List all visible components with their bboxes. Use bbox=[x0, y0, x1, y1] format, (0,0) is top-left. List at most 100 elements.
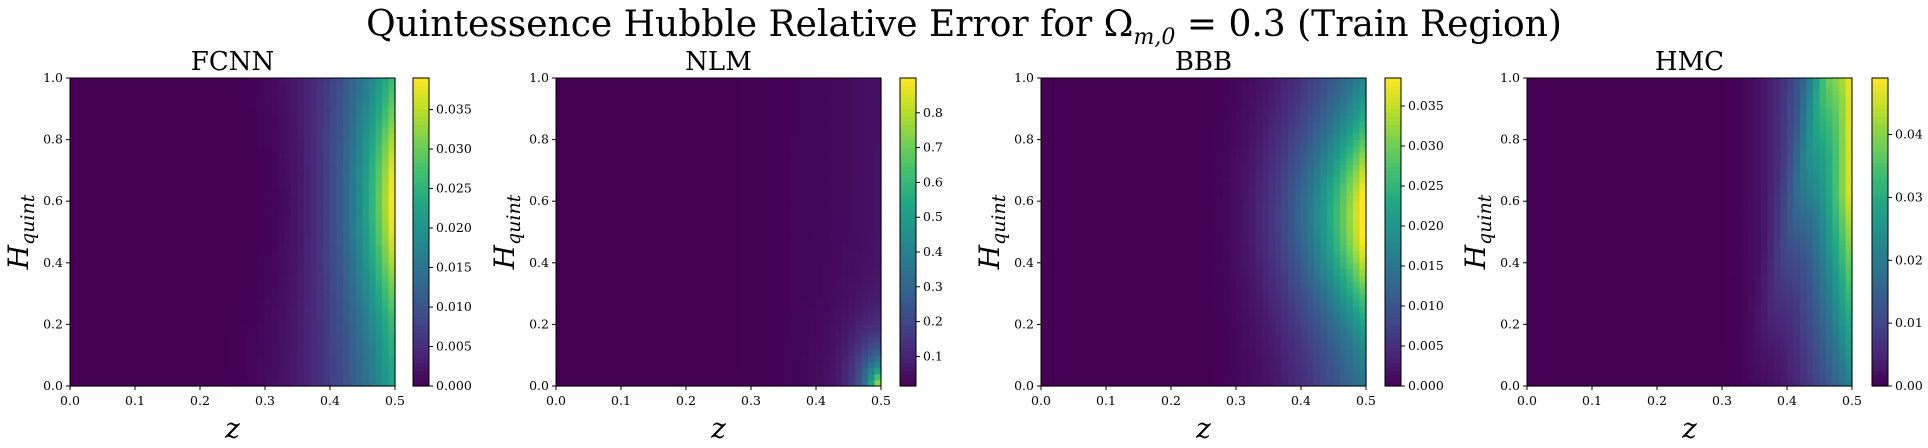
heatmap-cell bbox=[575, 349, 583, 356]
heatmap-cell bbox=[382, 238, 390, 245]
heatmap-cell bbox=[226, 195, 234, 202]
heatmap-cell bbox=[757, 84, 765, 91]
heatmap-cell bbox=[582, 225, 590, 233]
heatmap-cell bbox=[148, 151, 156, 159]
heatmap-cell bbox=[213, 232, 221, 239]
heatmap-cell bbox=[89, 244, 97, 252]
heatmap-cell bbox=[601, 78, 609, 85]
heatmap-cell bbox=[362, 287, 370, 295]
heatmap-cell bbox=[388, 188, 396, 196]
heatmap-cell bbox=[141, 102, 149, 110]
heatmap-cell bbox=[232, 158, 240, 165]
colorbar-segment bbox=[413, 205, 429, 210]
heatmap-cell bbox=[673, 96, 681, 104]
heatmap-cell bbox=[855, 127, 863, 135]
heatmap-cell bbox=[265, 182, 273, 190]
heatmap-cell bbox=[174, 121, 182, 128]
heatmap-cell bbox=[226, 102, 234, 110]
heatmap-cell bbox=[304, 336, 312, 344]
x-tick-label: 0.2 bbox=[190, 393, 210, 408]
heatmap-cell bbox=[653, 102, 661, 110]
heatmap-cell bbox=[141, 145, 149, 153]
heatmap-cell bbox=[731, 96, 739, 104]
heatmap-cell bbox=[712, 121, 720, 128]
heatmap-cell bbox=[304, 355, 312, 362]
heatmap-cell bbox=[180, 256, 188, 264]
heatmap-cell bbox=[141, 379, 149, 387]
heatmap-cell bbox=[330, 170, 338, 178]
heatmap-cell bbox=[102, 268, 110, 276]
heatmap-cell bbox=[725, 324, 733, 332]
heatmap-cell bbox=[310, 225, 318, 233]
heatmap-cell bbox=[154, 330, 162, 338]
heatmap-cell bbox=[265, 164, 273, 171]
heatmap-cell bbox=[757, 108, 765, 116]
heatmap-cell bbox=[180, 78, 188, 85]
heatmap-cell bbox=[206, 84, 214, 91]
heatmap-cell bbox=[770, 84, 778, 91]
heatmap-cell bbox=[310, 330, 318, 338]
heatmap-cell bbox=[161, 133, 169, 141]
heatmap-cell bbox=[382, 207, 390, 215]
heatmap-cell bbox=[861, 349, 869, 356]
heatmap-cell bbox=[200, 207, 208, 215]
heatmap-cell bbox=[679, 287, 687, 295]
heatmap-cell bbox=[770, 336, 778, 344]
y-tick-label: 0.2 bbox=[43, 316, 63, 331]
heatmap-cell bbox=[718, 256, 726, 264]
heatmap-cell bbox=[601, 84, 609, 91]
heatmap-cell bbox=[252, 164, 260, 171]
heatmap-cell bbox=[770, 268, 778, 276]
heatmap-cell bbox=[226, 305, 234, 313]
heatmap-cell bbox=[614, 281, 622, 289]
heatmap-cell bbox=[297, 158, 305, 165]
heatmap-cell bbox=[705, 90, 713, 98]
heatmap-cell bbox=[757, 195, 765, 202]
heatmap-cell bbox=[141, 238, 149, 245]
heatmap-cell bbox=[356, 330, 364, 338]
heatmap-cell bbox=[122, 244, 130, 252]
heatmap-cell bbox=[213, 90, 221, 98]
heatmap-cell bbox=[855, 287, 863, 295]
heatmap-cell bbox=[699, 250, 707, 258]
heatmap-cell bbox=[848, 133, 856, 141]
heatmap-cell bbox=[562, 244, 570, 252]
heatmap-cell bbox=[375, 188, 383, 196]
heatmap-cell bbox=[562, 207, 570, 215]
heatmap-cell bbox=[829, 127, 837, 135]
heatmap-cell bbox=[562, 127, 570, 135]
heatmap-cell bbox=[193, 158, 201, 165]
heatmap-cell bbox=[705, 127, 713, 135]
heatmap-cell bbox=[757, 127, 765, 135]
heatmap-cell bbox=[829, 188, 837, 196]
heatmap-cell bbox=[647, 151, 655, 159]
heatmap-cell bbox=[848, 293, 856, 301]
heatmap-cell bbox=[803, 213, 811, 221]
heatmap-cell bbox=[252, 299, 260, 307]
heatmap-cell bbox=[323, 275, 331, 282]
heatmap-cell bbox=[382, 90, 390, 98]
heatmap-cell bbox=[362, 164, 370, 171]
heatmap-cell bbox=[310, 219, 318, 227]
heatmap-cell bbox=[569, 275, 577, 282]
heatmap-cell bbox=[744, 299, 752, 307]
heatmap-cell bbox=[193, 213, 201, 221]
heatmap-cell bbox=[855, 232, 863, 239]
heatmap-cell bbox=[161, 355, 169, 362]
heatmap-cell bbox=[154, 275, 162, 282]
colorbar-segment bbox=[413, 174, 429, 179]
heatmap-cell bbox=[122, 195, 130, 202]
heatmap-cell bbox=[751, 151, 759, 159]
heatmap-cell bbox=[634, 176, 642, 184]
heatmap-cell bbox=[141, 355, 149, 362]
heatmap-cell bbox=[154, 299, 162, 307]
heatmap-cell bbox=[777, 78, 785, 85]
heatmap-cell bbox=[751, 207, 759, 215]
heatmap-cell bbox=[265, 114, 273, 122]
heatmap-cell bbox=[686, 195, 694, 202]
heatmap-cell bbox=[356, 281, 364, 289]
heatmap-cell bbox=[232, 349, 240, 356]
heatmap-cell bbox=[115, 330, 123, 338]
heatmap-cell bbox=[614, 268, 622, 276]
heatmap-cell bbox=[842, 256, 850, 264]
